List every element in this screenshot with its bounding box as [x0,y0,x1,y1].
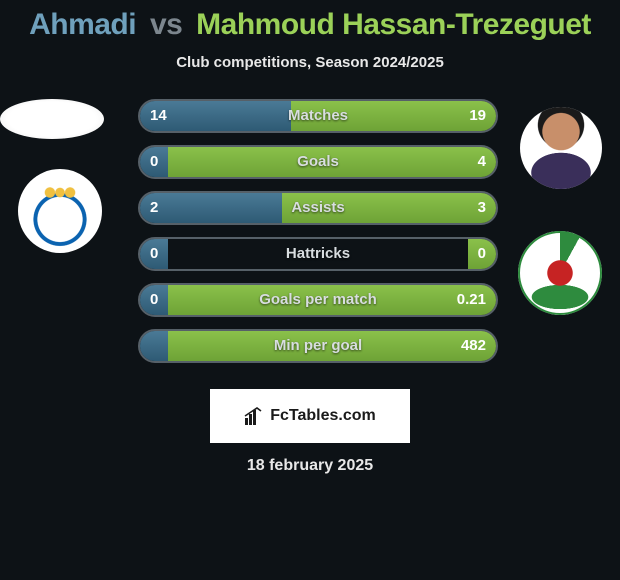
watermark-text: FcTables.com [270,407,376,425]
season-subtitle: Club competitions, Season 2024/2025 [0,54,620,71]
comparison-title: Ahmadi vs Mahmoud Hassan-Trezeguet [0,0,620,42]
stat-label: Goals per match [140,285,496,315]
player1-avatar [0,99,104,139]
vs-text: vs [150,8,182,41]
fctables-icon [244,406,266,426]
fctables-watermark: FcTables.com [210,389,410,443]
stat-row: 23Assists [138,191,498,225]
stat-row: 482Min per goal [138,329,498,363]
comparison-stage: 1419Matches 04Goals 23Assists 00Hattricks 00… [0,99,620,379]
stat-row: 00Hattricks [138,237,498,271]
player2-club-logo [518,231,602,315]
player2-avatar [520,107,602,189]
stat-row: 04Goals [138,145,498,179]
player2-name: Mahmoud Hassan-Trezeguet [196,8,591,41]
stat-label: Min per goal [140,331,496,361]
stat-row: 00.21Goals per match [138,283,498,317]
player1-name: Ahmadi [29,8,136,41]
snapshot-date: 18 february 2025 [0,457,620,475]
stat-bars: 1419Matches 04Goals 23Assists 00Hattricks 00… [138,99,498,375]
stat-label: Assists [140,193,496,223]
stat-row: 1419Matches [138,99,498,133]
player1-club-logo [18,169,102,253]
stat-label: Goals [140,147,496,177]
stat-label: Matches [140,101,496,131]
stat-label: Hattricks [140,239,496,269]
